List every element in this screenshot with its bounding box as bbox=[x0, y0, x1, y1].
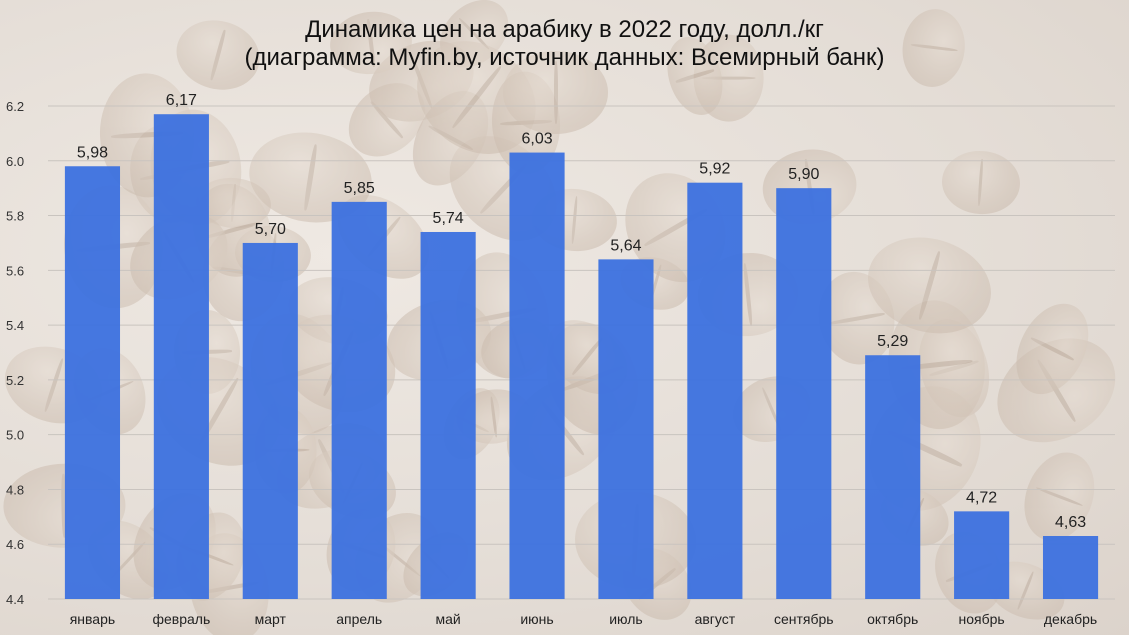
x-category-label: январь bbox=[70, 611, 115, 627]
bar-октябрь bbox=[865, 355, 921, 599]
y-tick-label: 5.2 bbox=[6, 373, 24, 388]
bars bbox=[64, 114, 1099, 600]
bar-январь bbox=[64, 166, 121, 599]
chart-title-line-2: (диаграмма: Myfin.by, источник данных: В… bbox=[244, 44, 885, 71]
data-label: 5,90 bbox=[788, 166, 819, 183]
y-tick-label: 6.2 bbox=[6, 99, 24, 114]
data-label: 5,74 bbox=[433, 210, 464, 227]
data-label: 5,98 bbox=[77, 144, 108, 161]
y-tick-label: 5.4 bbox=[6, 318, 24, 333]
data-label: 5,64 bbox=[610, 237, 641, 254]
y-tick-label: 4.4 bbox=[6, 592, 24, 607]
x-category-label: июль bbox=[609, 611, 642, 627]
bar-апрель bbox=[331, 201, 387, 599]
coffee-bean-shape bbox=[503, 51, 609, 134]
y-axis-ticks: 4.4 4.6 4.8 5.0 5.2 5.4 5.6 5.8 6.0 6.2 bbox=[6, 99, 24, 607]
x-category-label: март bbox=[255, 611, 287, 627]
data-labels: 5,98 6,17 5,70 5,85 5,74 6,03 5,64 5,92 5,90 5,29… bbox=[77, 92, 1086, 531]
y-tick-label: 4.6 bbox=[6, 537, 24, 552]
x-category-label: ноябрь bbox=[959, 611, 1005, 627]
y-tick-label: 4.8 bbox=[6, 482, 24, 497]
data-label: 5,29 bbox=[877, 333, 908, 350]
data-label: 5,70 bbox=[255, 221, 286, 238]
y-tick-label: 5.0 bbox=[6, 428, 24, 443]
x-category-label: июнь bbox=[520, 611, 553, 627]
bar-ноябрь bbox=[954, 511, 1010, 599]
y-tick-label: 5.8 bbox=[6, 209, 24, 224]
data-label: 6,03 bbox=[521, 131, 552, 148]
bar-сентябрь bbox=[776, 188, 832, 599]
chart-title: Динамика цен на арабику в 2022 году, дол… bbox=[0, 16, 1129, 72]
x-category-label: апрель bbox=[336, 611, 382, 627]
bar-февраль bbox=[153, 114, 209, 599]
data-label: 4,63 bbox=[1055, 514, 1086, 531]
data-label: 5,92 bbox=[699, 161, 730, 178]
bar-май bbox=[420, 231, 476, 599]
bar-июль bbox=[598, 259, 654, 599]
chart-title-line-1: Динамика цен на арабику в 2022 году, дол… bbox=[305, 16, 824, 43]
bar-июнь bbox=[509, 152, 565, 600]
x-category-label: май bbox=[436, 611, 461, 627]
bar-март bbox=[242, 242, 298, 599]
bar-декабрь bbox=[1042, 536, 1099, 599]
x-category-label: август bbox=[695, 611, 736, 627]
gridlines bbox=[48, 105, 1115, 600]
x-category-label: февраль bbox=[152, 611, 210, 627]
x-category-label: декабрь bbox=[1044, 611, 1097, 627]
data-label: 6,17 bbox=[166, 92, 197, 109]
y-tick-label: 5.6 bbox=[6, 263, 24, 278]
x-axis-categories: январь февраль март апрель май июнь июль август… bbox=[70, 611, 1097, 627]
data-label: 4,72 bbox=[966, 489, 997, 506]
x-category-label: октябрь bbox=[867, 611, 918, 627]
bar-август bbox=[687, 182, 743, 599]
y-tick-label: 6.0 bbox=[6, 154, 24, 169]
data-label: 5,85 bbox=[344, 180, 375, 197]
x-category-label: сентябрь bbox=[774, 611, 834, 627]
